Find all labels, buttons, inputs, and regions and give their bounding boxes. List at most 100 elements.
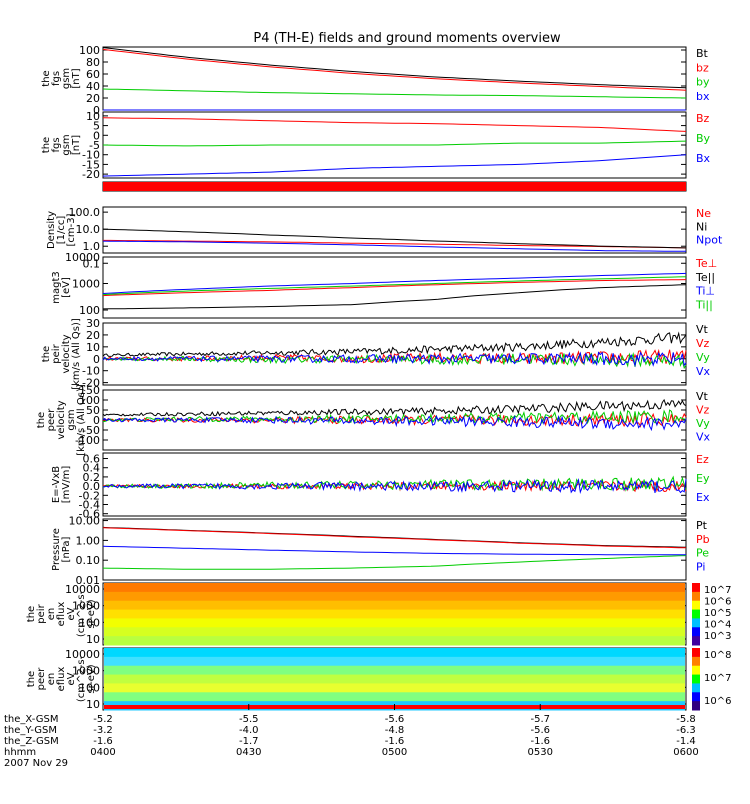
legend-label: Vy bbox=[696, 417, 710, 430]
colorbar-cell bbox=[692, 618, 700, 628]
x-tick-label: 0500 bbox=[382, 747, 407, 758]
series-line-Ez bbox=[102, 479, 687, 493]
y-tick-label: 0.6 bbox=[83, 453, 101, 466]
legend-label: Bz bbox=[696, 112, 710, 125]
y-tick-label: 10000 bbox=[65, 648, 100, 661]
y-axis-label: the bbox=[26, 671, 37, 687]
y-tick-label: -50 bbox=[82, 424, 100, 437]
spectrogram-cell bbox=[104, 683, 685, 693]
series-line-Bt bbox=[102, 47, 687, 89]
legend-label: By bbox=[696, 132, 711, 145]
y-tick-label: 1000 bbox=[72, 665, 100, 678]
colorbar-cell bbox=[692, 583, 700, 593]
x-tick-label: -6.3 bbox=[676, 725, 696, 736]
y-tick-label: -15 bbox=[82, 158, 100, 171]
y-axis-label: [1/cc] bbox=[56, 216, 67, 245]
spectrogram-cell bbox=[104, 636, 685, 646]
y-axis-label: [km/s (All Qs)] bbox=[71, 318, 82, 390]
y-axis-label: magt3 bbox=[51, 271, 62, 304]
series-line-Pe bbox=[102, 555, 687, 570]
x-tick-label: 0530 bbox=[528, 747, 553, 758]
x-tick-label: -5.7 bbox=[530, 714, 550, 725]
y-axis-label: the bbox=[41, 70, 52, 86]
series-line-Pi bbox=[102, 545, 686, 556]
series-line-Vx bbox=[102, 414, 687, 432]
y-axis-label: gsm bbox=[66, 409, 77, 430]
series-line-By bbox=[102, 140, 687, 147]
panel-frame bbox=[102, 206, 687, 254]
y-tick-label: 20 bbox=[86, 329, 100, 342]
y-axis-label: [nT] bbox=[71, 68, 82, 88]
x-tick-label: -1.6 bbox=[93, 736, 113, 747]
legend-label: Vx bbox=[696, 365, 711, 378]
y-tick-label: -20 bbox=[82, 377, 100, 390]
legend-label: Ey bbox=[696, 472, 710, 485]
y-tick-label: 100 bbox=[79, 44, 100, 57]
y-axis-label: [nPa] bbox=[61, 536, 72, 562]
x-tick-label: -5.6 bbox=[385, 714, 405, 725]
colorbar-cell bbox=[692, 665, 700, 676]
series-line-Vt bbox=[102, 331, 687, 357]
spectrogram-cell bbox=[104, 674, 685, 684]
legend-label: Vy bbox=[696, 351, 710, 364]
colorbar-label: 10^4 bbox=[704, 620, 731, 631]
y-tick-label: 0.1 bbox=[83, 257, 101, 270]
y-tick-label: 0 bbox=[93, 414, 100, 427]
data-band bbox=[103, 182, 686, 191]
date-label: 2007 Nov 29 bbox=[4, 758, 68, 769]
series-line-Bx bbox=[102, 154, 687, 177]
colorbar-cell bbox=[692, 609, 700, 619]
x-axis-label: the_Y-GSM bbox=[4, 725, 57, 736]
y-axis-label: sr-eV) bbox=[86, 664, 97, 693]
spectrogram-cell bbox=[104, 600, 685, 611]
y-axis-label: (cm^2-s- bbox=[76, 590, 87, 637]
y-tick-label: 10 bbox=[86, 698, 100, 711]
y-axis-label: Pressure bbox=[51, 528, 62, 571]
series-line-Vz bbox=[102, 412, 687, 428]
x-tick-label: -1.6 bbox=[530, 736, 550, 747]
y-tick-label: -0.2 bbox=[79, 489, 100, 502]
spectrogram-cell bbox=[104, 665, 685, 676]
y-tick-label: 20 bbox=[86, 92, 100, 105]
y-axis-label: the bbox=[36, 412, 47, 428]
legend-label: Ez bbox=[696, 453, 709, 466]
series-line-bz bbox=[102, 48, 687, 91]
y-tick-label: 10000 bbox=[65, 251, 100, 264]
y-tick-label: 10.0 bbox=[76, 223, 101, 236]
series-line-Ti⊥ bbox=[102, 272, 687, 294]
spectrogram-cell bbox=[104, 656, 685, 667]
colorbar-cell bbox=[692, 600, 700, 611]
legend-label: Pb bbox=[696, 533, 710, 546]
y-tick-label: 0 bbox=[93, 129, 100, 142]
y-tick-label: 100 bbox=[79, 394, 100, 407]
y-tick-label: 1.0 bbox=[83, 240, 101, 253]
y-tick-label: -5 bbox=[89, 139, 100, 152]
legend-label: bz bbox=[696, 61, 709, 74]
panel-frame bbox=[102, 322, 687, 386]
y-tick-label: 10 bbox=[86, 633, 100, 646]
y-tick-label: 100.0 bbox=[69, 206, 101, 219]
y-tick-label: 0.0 bbox=[83, 480, 101, 493]
y-tick-label: 0.01 bbox=[76, 574, 101, 587]
x-tick-label: -1.7 bbox=[239, 736, 259, 747]
spectrogram-cell bbox=[104, 618, 685, 628]
y-axis-label: [nT] bbox=[71, 135, 82, 155]
y-tick-label: 0.4 bbox=[83, 462, 101, 475]
legend-label: by bbox=[696, 76, 710, 89]
colorbar-cell bbox=[692, 648, 700, 658]
legend-label: Vt bbox=[696, 323, 709, 336]
y-axis-label: gsm bbox=[61, 68, 72, 89]
x-axis-label: the_Z-GSM bbox=[4, 736, 59, 747]
y-tick-label: 0 bbox=[93, 104, 100, 117]
x-tick-label: -3.2 bbox=[93, 725, 113, 736]
colorbar-cell bbox=[692, 591, 700, 602]
y-axis-label: [cm-3] bbox=[66, 213, 77, 246]
y-tick-label: -0.6 bbox=[79, 508, 100, 521]
y-axis-label: eV bbox=[66, 672, 77, 685]
spectrogram-cell bbox=[104, 648, 685, 658]
legend-label: Te⊥ bbox=[695, 257, 717, 270]
x-tick-label: -4.8 bbox=[385, 725, 405, 736]
series-line-Ti|| bbox=[102, 276, 687, 296]
y-axis-label: the bbox=[26, 606, 37, 622]
